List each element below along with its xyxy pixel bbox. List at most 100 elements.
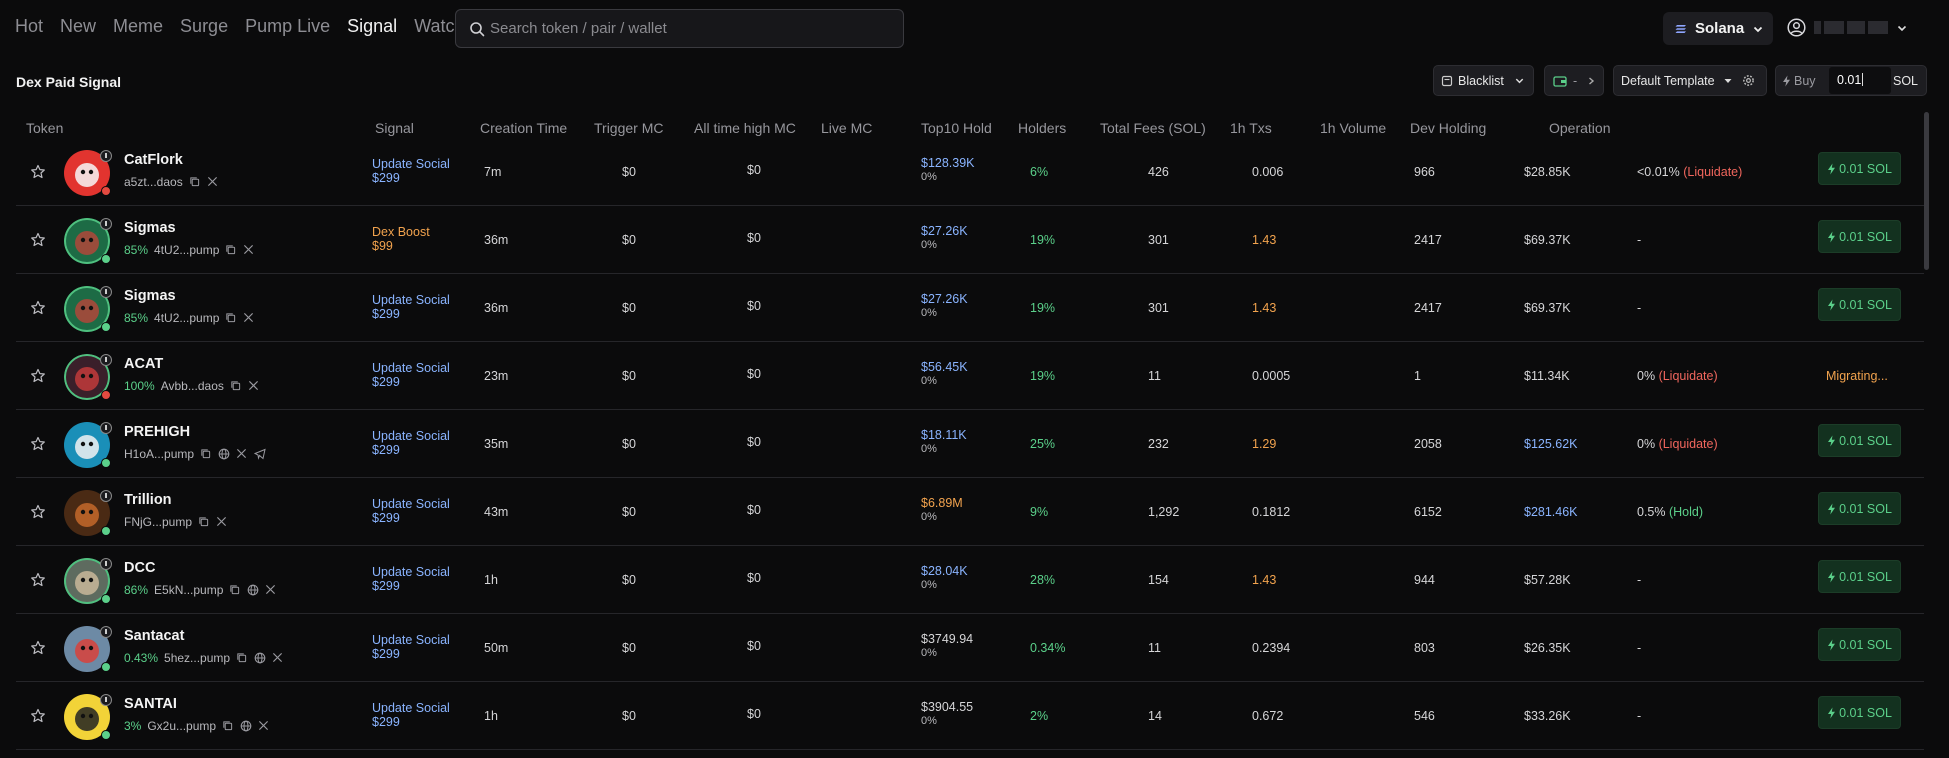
token-name[interactable]: PREHIGH — [124, 424, 191, 440]
tab-pump-live[interactable]: Pump Live — [245, 16, 331, 36]
template-dropdown[interactable]: Default Template — [1613, 65, 1767, 96]
token-name[interactable]: Trillion — [124, 492, 172, 508]
column-header-live-mc[interactable]: Live MC — [821, 120, 873, 136]
info-icon[interactable] — [100, 150, 112, 162]
copy-icon[interactable] — [236, 652, 248, 664]
quick-buy-button[interactable]: 0.01 SOL — [1818, 220, 1901, 253]
token-name[interactable]: CatFlork — [124, 152, 183, 168]
table-row[interactable]: CatFlork a5zt...daos Update Social $299 7m $0… — [16, 138, 1924, 206]
token-name[interactable]: SANTAI — [124, 696, 177, 712]
info-icon[interactable] — [100, 558, 112, 570]
quick-buy-button[interactable]: 0.01 SOL — [1818, 560, 1901, 593]
buy-amount-input[interactable]: 0.01 — [1829, 67, 1891, 94]
tab-surge[interactable]: Surge — [180, 16, 229, 36]
column-header-holders[interactable]: Holders — [1018, 120, 1067, 136]
info-icon[interactable] — [100, 218, 112, 230]
column-header-1h-volume[interactable]: 1h Volume — [1320, 120, 1387, 136]
table-row[interactable]: DCC 86% E5kN...pump Update Social $299 1h $0 $0… — [16, 546, 1924, 614]
copy-icon[interactable] — [225, 244, 237, 256]
table-row[interactable]: SANTAI 3% Gx2u...pump Update Social $299 1h $0… — [16, 682, 1924, 750]
token-address[interactable]: FNjG...pump — [124, 515, 193, 529]
token-avatar[interactable] — [64, 150, 110, 196]
tab-hot[interactable]: Hot — [15, 16, 44, 36]
token-address[interactable]: Gx2u...pump — [147, 719, 217, 733]
column-header-creation-time[interactable]: Creation Time — [480, 120, 568, 136]
chain-selector[interactable]: Solana — [1663, 12, 1773, 45]
token-address[interactable]: 5hez...pump — [164, 651, 231, 665]
star-icon[interactable] — [30, 572, 46, 588]
copy-icon[interactable] — [230, 380, 242, 392]
copy-icon[interactable] — [200, 448, 212, 460]
token-address[interactable]: a5zt...daos — [124, 175, 183, 189]
column-header-signal[interactable]: Signal — [375, 120, 414, 136]
info-icon[interactable] — [100, 354, 112, 366]
telegram-icon[interactable] — [253, 448, 266, 460]
x-social-icon[interactable] — [216, 516, 228, 528]
search-input[interactable] — [490, 10, 890, 47]
star-icon[interactable] — [30, 436, 46, 452]
x-social-icon[interactable] — [243, 312, 255, 324]
info-icon[interactable] — [100, 286, 112, 298]
x-social-icon[interactable] — [207, 176, 219, 188]
token-address[interactable]: 4tU2...pump — [154, 311, 220, 325]
quick-buy-button[interactable]: 0.01 SOL — [1818, 628, 1901, 661]
column-header-total-fees-sol[interactable]: Total Fees (SOL) — [1100, 120, 1206, 136]
quick-buy-box[interactable]: Buy 0.01 SOL — [1775, 65, 1927, 96]
table-row[interactable]: ACAT 100% Avbb...daos Update Social $299 23m $… — [16, 342, 1924, 410]
website-icon[interactable] — [247, 584, 259, 596]
star-icon[interactable] — [30, 504, 46, 520]
info-icon[interactable] — [100, 490, 112, 502]
scrollbar[interactable] — [1924, 112, 1929, 270]
quick-buy-button[interactable]: 0.01 SOL — [1818, 424, 1901, 457]
column-header-all-time-high-mc[interactable]: All time high MC — [694, 120, 796, 136]
gear-icon[interactable] — [1742, 74, 1755, 87]
blacklist-dropdown[interactable]: Blacklist — [1433, 65, 1534, 96]
column-header-operation[interactable]: Operation — [1549, 120, 1611, 136]
info-icon[interactable] — [100, 694, 112, 706]
table-row[interactable]: Sigmas 85% 4tU2...pump Dex Boost $99 36m $0 $0 $… — [16, 206, 1924, 274]
star-icon[interactable] — [30, 708, 46, 724]
quick-buy-button[interactable]: 0.01 SOL — [1818, 696, 1901, 729]
user-menu[interactable] — [1787, 18, 1908, 37]
copy-icon[interactable] — [229, 584, 241, 596]
wallet-selector[interactable]: - — [1544, 65, 1604, 96]
x-social-icon[interactable] — [243, 244, 255, 256]
website-icon[interactable] — [240, 720, 252, 732]
info-icon[interactable] — [100, 422, 112, 434]
tab-new[interactable]: New — [60, 16, 97, 36]
x-social-icon[interactable] — [265, 584, 277, 596]
website-icon[interactable] — [254, 652, 266, 664]
star-icon[interactable] — [30, 640, 46, 656]
column-header-1h-txs[interactable]: 1h Txs — [1230, 120, 1272, 136]
search-box[interactable] — [455, 9, 904, 48]
token-name[interactable]: Sigmas — [124, 220, 176, 236]
x-social-icon[interactable] — [272, 652, 284, 664]
copy-icon[interactable] — [222, 720, 234, 732]
tab-signal[interactable]: Signal — [347, 16, 398, 36]
x-social-icon[interactable] — [258, 720, 270, 732]
star-icon[interactable] — [30, 164, 46, 180]
copy-icon[interactable] — [225, 312, 237, 324]
table-row[interactable]: Trillion FNjG...pump Update Social $299 43m $… — [16, 478, 1924, 546]
token-address[interactable]: Avbb...daos — [160, 379, 224, 393]
token-address[interactable]: 4tU2...pump — [154, 243, 220, 257]
copy-icon[interactable] — [198, 516, 210, 528]
star-icon[interactable] — [30, 300, 46, 316]
token-name[interactable]: Sigmas — [124, 288, 176, 304]
column-header-token[interactable]: Token — [26, 120, 64, 136]
tab-meme[interactable]: Meme — [113, 16, 164, 36]
star-icon[interactable] — [30, 232, 46, 248]
table-row[interactable]: PREHIGH H1oA...pump Update Social $299 35m $0… — [16, 410, 1924, 478]
token-name[interactable]: DCC — [124, 560, 156, 576]
x-social-icon[interactable] — [236, 448, 248, 460]
x-social-icon[interactable] — [248, 380, 260, 392]
info-icon[interactable] — [100, 626, 112, 638]
quick-buy-button[interactable]: 0.01 SOL — [1818, 152, 1901, 185]
token-avatar[interactable] — [64, 490, 110, 536]
token-address[interactable]: H1oA...pump — [124, 447, 195, 461]
token-name[interactable]: ACAT — [124, 356, 164, 372]
token-address[interactable]: E5kN...pump — [154, 583, 224, 597]
table-row[interactable]: Sigmas 85% 4tU2...pump Update Social $299 36m… — [16, 274, 1924, 342]
token-avatar[interactable] — [64, 694, 110, 740]
website-icon[interactable] — [218, 448, 230, 460]
